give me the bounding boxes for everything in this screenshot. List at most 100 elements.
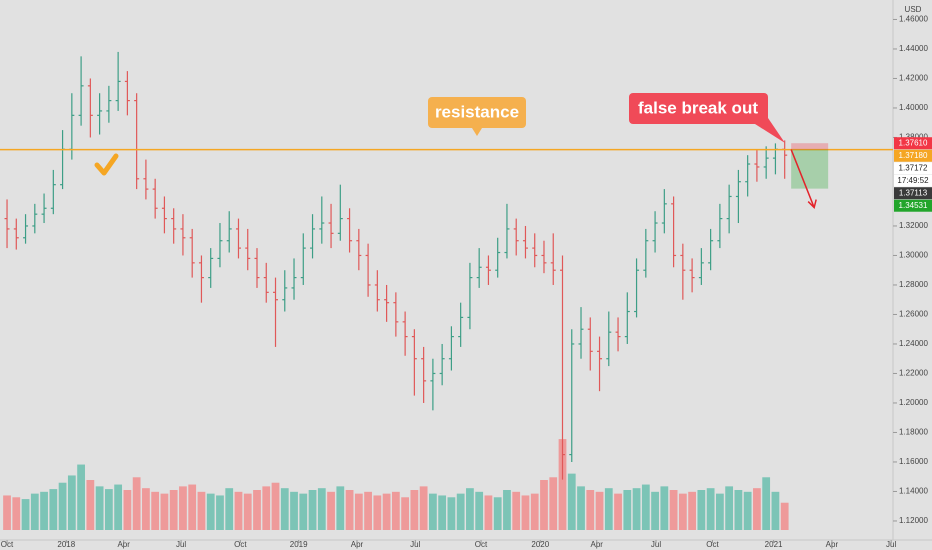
volume-bar (58, 482, 67, 530)
price-tag-bg (894, 137, 932, 150)
y-tick-label: 1.18000 (899, 428, 928, 437)
volume-bar (327, 491, 335, 530)
volume-bar (373, 495, 382, 530)
volume-bar (725, 486, 734, 530)
x-tick-label: Jul (651, 540, 661, 549)
resistance-pointer (472, 128, 482, 136)
volume-bar (678, 493, 687, 530)
y-tick-label: 1.12000 (899, 516, 928, 525)
x-tick-label: Apr (351, 540, 364, 549)
volume-bar (466, 488, 474, 530)
volume-bar (484, 495, 493, 530)
x-tick-label: Jul (410, 540, 420, 549)
volume-bar (3, 495, 11, 530)
price-tag: 1.37113 (899, 188, 928, 197)
volume-bar (530, 493, 539, 530)
volume-bar (104, 489, 113, 530)
volume-bar (234, 491, 243, 530)
volume-bar (419, 486, 428, 530)
volume-bar (197, 491, 206, 530)
price-tag-bg (894, 149, 932, 162)
price-tag-bg (894, 199, 932, 212)
breakout-box (629, 93, 768, 124)
resistance-label: resistance (435, 102, 519, 121)
volume-bar (179, 486, 187, 530)
y-tick-label: 1.40000 (899, 103, 928, 112)
volume-bar (271, 482, 280, 530)
volume-bar (345, 490, 354, 530)
volume-bar (493, 497, 502, 530)
x-tick-label: Apr (826, 540, 839, 549)
volume-bar (391, 491, 400, 530)
volume-bar (475, 491, 484, 530)
y-tick-label: 1.38000 (899, 133, 928, 142)
breakout-pointer (755, 118, 785, 143)
y-tick-label: 1.26000 (899, 310, 928, 319)
volume-bar (623, 490, 632, 530)
volume-bar (753, 488, 761, 530)
x-tick-label: Oct (706, 540, 719, 549)
y-tick-label: 1.20000 (899, 398, 928, 407)
x-tick-label: 2018 (57, 540, 75, 549)
volume-bar (438, 495, 447, 530)
volume-bar (706, 488, 715, 530)
volume-bar (401, 497, 410, 530)
price-tag: 1.37180 (899, 151, 928, 160)
volume-bar (429, 493, 437, 530)
volume-bar (734, 490, 743, 530)
volume-bar (160, 493, 169, 530)
volume-bar (503, 490, 511, 530)
volume-bar (132, 477, 141, 530)
x-tick-label: Jul (176, 540, 186, 549)
volume-bar (12, 497, 21, 530)
x-tick-label: Jul (886, 540, 896, 549)
volume-bar (604, 488, 613, 530)
volume-bar (660, 486, 669, 530)
volume-bar (364, 491, 372, 530)
volume-bar (354, 493, 363, 530)
volume-bar (577, 486, 585, 530)
y-tick-label: 1.42000 (899, 74, 928, 83)
target-zone (791, 149, 829, 189)
volume-bar (95, 486, 104, 530)
stop-zone (791, 143, 829, 150)
volume-bar (142, 488, 150, 530)
y-tick-label: 1.32000 (899, 221, 928, 230)
volume-bar (216, 495, 224, 530)
volume-bar (447, 497, 456, 530)
resistance-box (428, 97, 526, 128)
volume-bar (243, 493, 252, 530)
volume-bar (567, 473, 576, 530)
y-tick-label: 1.30000 (899, 251, 928, 260)
x-tick-label: Oct (1, 540, 14, 549)
price-tag-bg (894, 187, 932, 200)
x-tick-label: 2020 (531, 540, 549, 549)
y-tick-label: 1.16000 (899, 457, 928, 466)
x-tick-label: Apr (117, 540, 130, 549)
volume-bar (77, 464, 85, 530)
y-tick-label: 1.14000 (899, 487, 928, 496)
price-tag: 1.37610 (899, 138, 928, 147)
volume-bar (641, 484, 650, 530)
currency: USD (905, 5, 922, 14)
price-tag: 1.34531 (899, 201, 928, 210)
volume-bar (280, 488, 289, 530)
price-tag-bg (894, 162, 932, 175)
volume-bar (123, 490, 132, 530)
volume-bar (632, 488, 641, 530)
volume-bar (308, 490, 317, 530)
volume-bar (456, 493, 465, 530)
volume-bar (558, 439, 567, 530)
volume-bar (512, 491, 521, 530)
volume-bar (336, 486, 345, 530)
volume-bar (262, 486, 271, 530)
volume-bar (614, 493, 622, 530)
y-tick-label: 1.44000 (899, 44, 928, 53)
volume-bar (290, 491, 298, 530)
volume-bar (21, 499, 30, 530)
volume-bar (299, 493, 308, 530)
volume-bar (410, 490, 419, 530)
volume-bar (669, 490, 678, 530)
